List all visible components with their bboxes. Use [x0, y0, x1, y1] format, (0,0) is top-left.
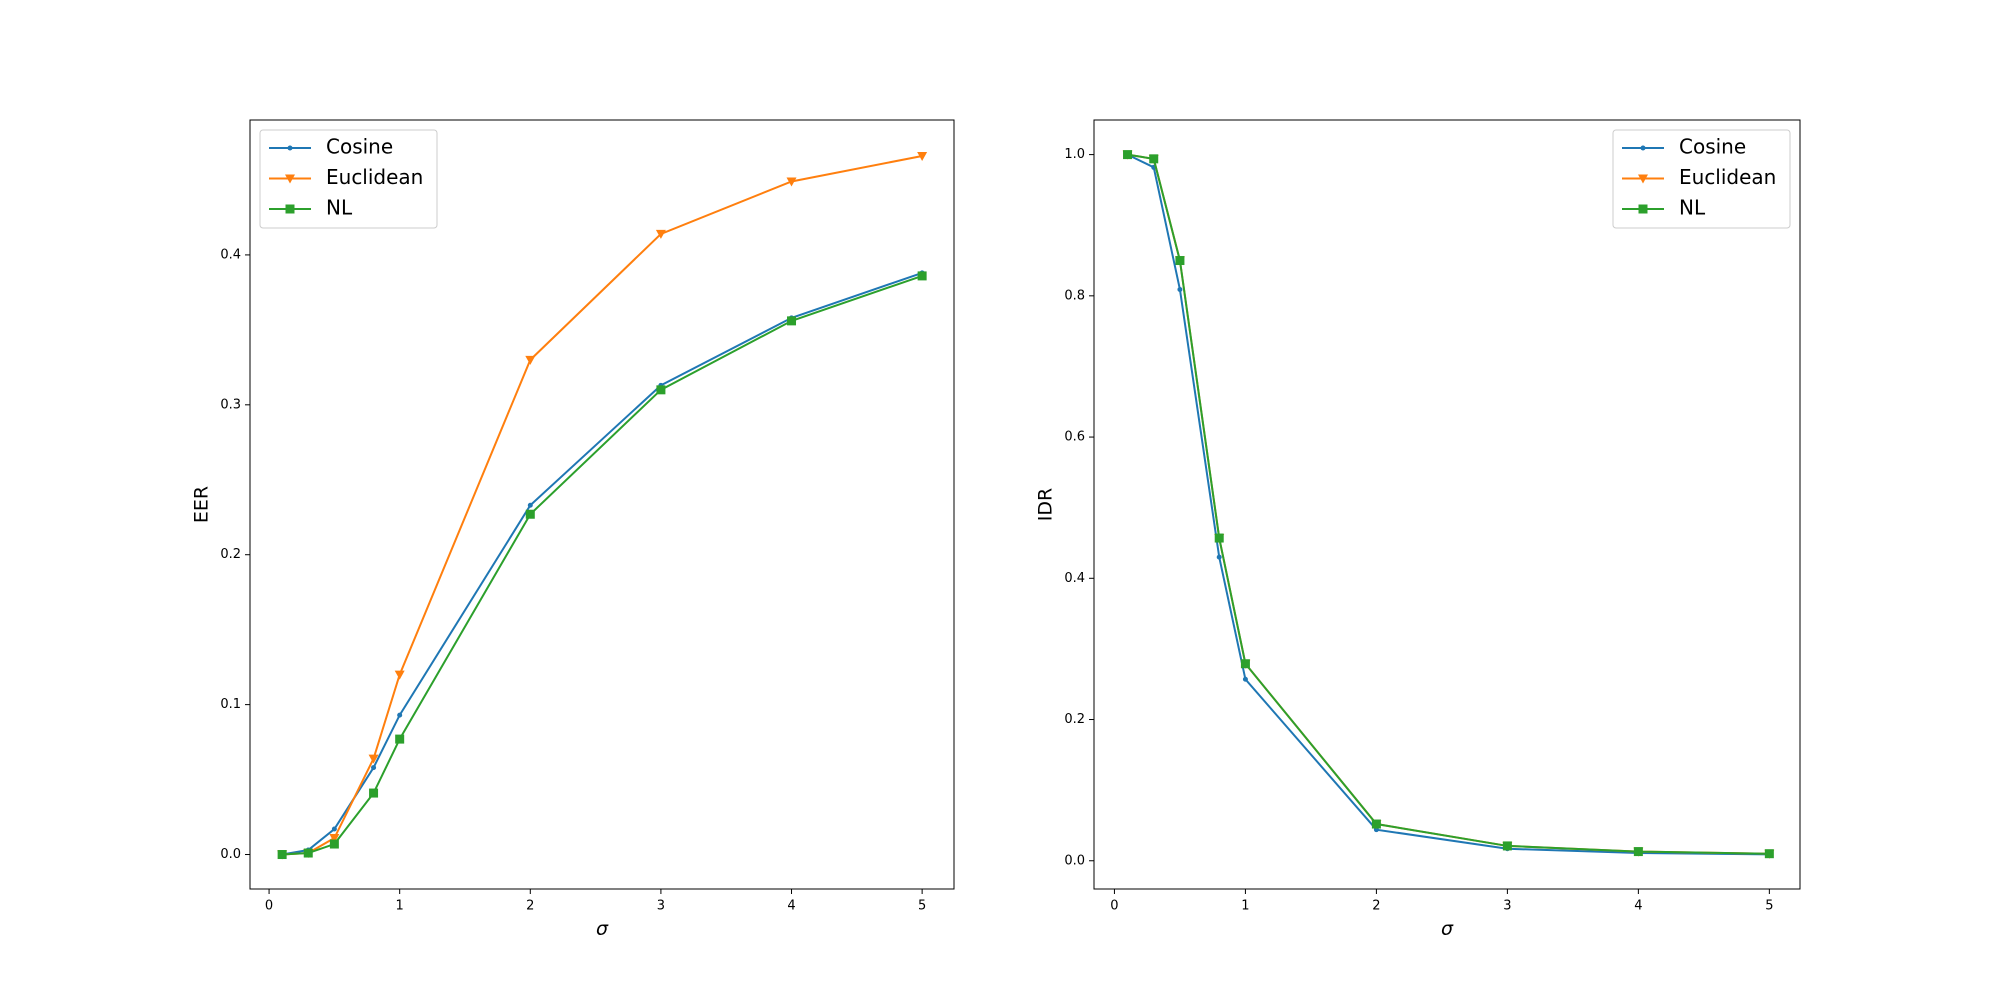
legend-label: Cosine — [1679, 135, 1746, 159]
marker — [1123, 150, 1133, 160]
marker — [331, 826, 337, 832]
marker — [285, 174, 295, 184]
marker — [285, 204, 295, 214]
x-tick-label: 0 — [265, 899, 273, 914]
marker — [287, 145, 293, 151]
marker — [655, 229, 666, 239]
legend-box — [259, 129, 438, 229]
marker — [1214, 533, 1224, 543]
marker — [917, 151, 928, 161]
series-line — [1127, 153, 1770, 855]
legend-label: Euclidean — [1679, 165, 1776, 189]
y-axis-label: IDR — [1035, 488, 1057, 521]
marker — [397, 712, 403, 718]
x-tick-label: 4 — [787, 899, 795, 914]
marker — [1633, 847, 1643, 857]
x-tick-label: 5 — [918, 899, 926, 914]
marker — [1216, 554, 1222, 560]
plot-frame — [1093, 119, 1801, 890]
marker — [329, 839, 339, 849]
marker — [1177, 286, 1183, 292]
marker — [1242, 676, 1248, 682]
y-tick-label: 0.8 — [1064, 288, 1085, 303]
y-axis-label: EER — [191, 486, 213, 523]
x-tick-label: 4 — [1634, 899, 1642, 914]
marker — [1149, 154, 1159, 164]
y-tick-label: 0.4 — [1064, 571, 1085, 586]
marker — [277, 850, 287, 860]
y-tick-label: 0.2 — [220, 547, 241, 562]
marker — [1240, 659, 1250, 669]
x-tick-label: 0 — [1110, 899, 1118, 914]
marker — [1638, 174, 1648, 184]
legend-label: Cosine — [326, 135, 393, 159]
legend-label: NL — [1679, 196, 1706, 220]
marker — [525, 509, 535, 519]
marker — [525, 355, 536, 365]
marker — [1175, 256, 1185, 266]
series-line — [281, 271, 923, 856]
legend: Cosine Euclidean NL — [1612, 129, 1791, 229]
series-line — [282, 274, 923, 856]
x-axis-label: σ — [1441, 918, 1454, 940]
marker — [917, 271, 927, 281]
marker — [1638, 204, 1648, 214]
marker — [1640, 145, 1646, 151]
x-tick-label: 5 — [1765, 899, 1773, 914]
y-tick-label: 0.0 — [220, 847, 241, 862]
y-tick-label: 0.4 — [220, 247, 241, 262]
series-line — [1127, 153, 1770, 855]
legend-box — [1612, 129, 1791, 229]
marker — [527, 502, 533, 508]
marker — [656, 385, 666, 395]
marker — [303, 848, 313, 858]
marker — [371, 765, 377, 771]
marker — [329, 834, 340, 844]
x-tick-label: 1 — [396, 899, 404, 914]
marker — [787, 316, 797, 326]
y-tick-label: 1.0 — [1064, 147, 1085, 162]
chart: 0 1 2 3 4 5 0.0 0.2 0.4 0.6 0.8 1.0 σ IDR Cosine Euclid… — [1035, 119, 1801, 940]
marker — [394, 670, 405, 680]
marker — [395, 734, 405, 744]
x-axis-label: σ — [596, 918, 609, 940]
x-tick-label: 2 — [1372, 899, 1380, 914]
series-line — [1127, 153, 1770, 856]
x-tick-label: 1 — [1241, 899, 1249, 914]
x-tick-label: 3 — [1503, 899, 1511, 914]
y-tick-label: 0.2 — [1064, 712, 1085, 727]
legend-label: Euclidean — [326, 165, 423, 189]
y-tick-label: 0.1 — [220, 697, 241, 712]
marker — [368, 754, 379, 764]
legend-label: NL — [326, 196, 353, 220]
chart: 0 1 2 3 4 5 0.0 0.1 0.2 0.3 0.4 σ EER Cosine Euclidean… — [191, 119, 955, 940]
x-tick-label: 2 — [526, 899, 534, 914]
marker — [786, 177, 797, 187]
x-tick-label: 3 — [657, 899, 665, 914]
marker — [1502, 841, 1512, 851]
series-line — [282, 154, 923, 856]
legend: Cosine Euclidean NL — [259, 129, 438, 229]
marker — [1764, 849, 1774, 859]
marker — [369, 788, 379, 798]
plot-frame — [249, 119, 955, 890]
y-tick-label: 0.0 — [1064, 853, 1085, 868]
y-tick-label: 0.6 — [1064, 430, 1085, 445]
marker — [1371, 819, 1381, 829]
y-tick-label: 0.3 — [220, 397, 241, 412]
